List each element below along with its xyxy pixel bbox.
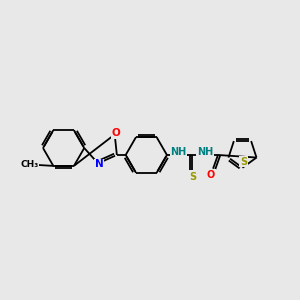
Text: NH: NH — [197, 147, 213, 157]
Text: S: S — [189, 172, 196, 182]
Text: CH₃: CH₃ — [21, 160, 39, 169]
Text: O: O — [111, 128, 120, 139]
Text: NH: NH — [171, 147, 187, 157]
Text: N: N — [94, 159, 103, 169]
Text: O: O — [207, 169, 215, 180]
Text: S: S — [240, 157, 247, 167]
